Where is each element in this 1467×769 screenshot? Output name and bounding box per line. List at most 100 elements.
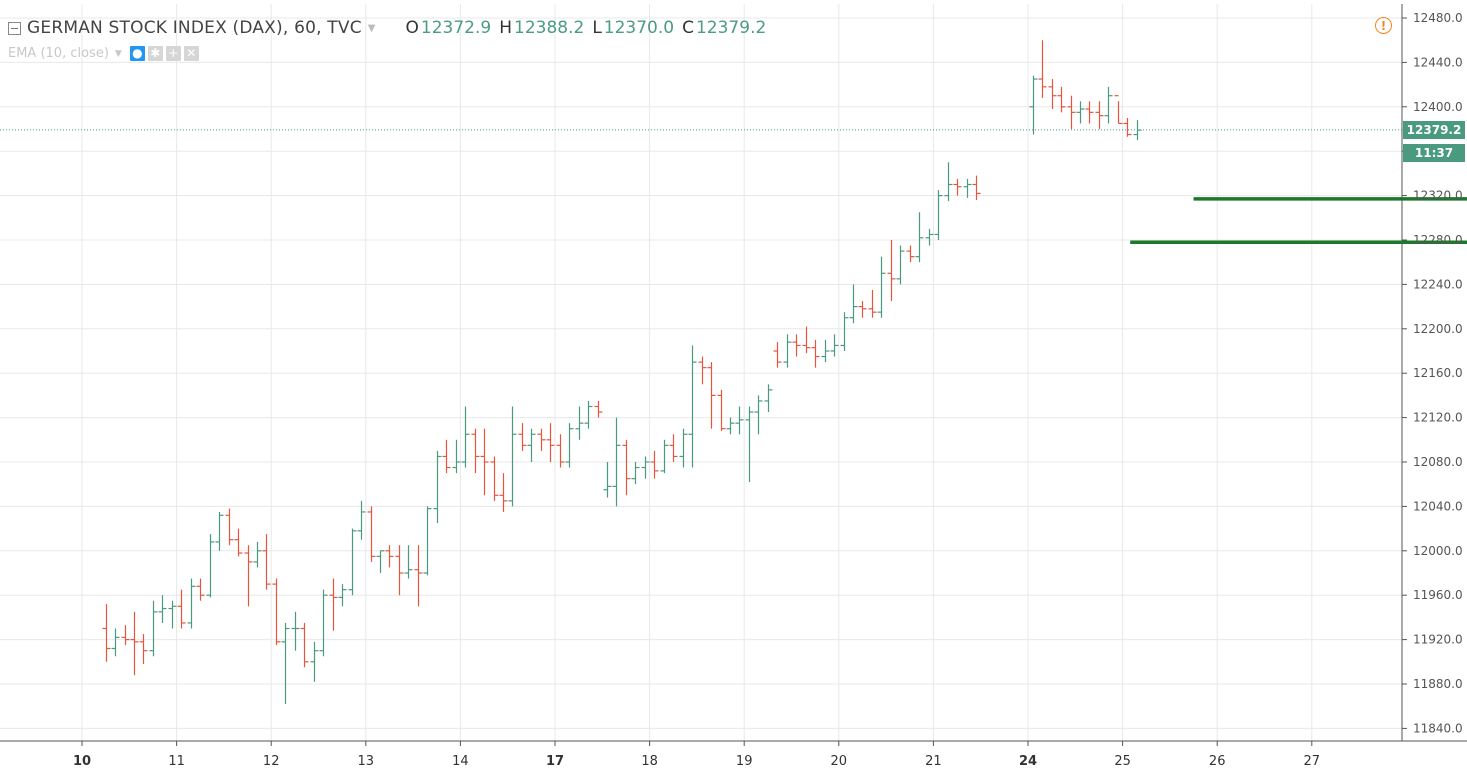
ohlc-bar [385, 545, 394, 568]
ohlc-bar [518, 423, 527, 451]
x-tick-label: 19 [736, 754, 753, 769]
ohlc-bar [688, 345, 697, 468]
ohlc-bar [811, 339, 820, 368]
x-tick-label: 26 [1209, 754, 1226, 769]
x-tick-label: 24 [1019, 754, 1037, 769]
ohlc-bar [187, 578, 196, 629]
x-tick-label: 13 [358, 754, 375, 769]
ohlc-bar [319, 589, 328, 657]
ohlc-bar [953, 178, 962, 196]
ohlc-bar [575, 406, 584, 440]
gear-icon[interactable]: ✱ [147, 46, 163, 61]
ohlc-bar [367, 506, 376, 562]
ohlc-bar [395, 545, 404, 596]
ohlc-bar [641, 456, 650, 479]
low-value: 12370.0 [603, 18, 675, 38]
ohlc-bar [480, 428, 489, 496]
y-tick-label: 12240.0 [1413, 277, 1463, 291]
ohlc-bar [1048, 79, 1057, 110]
last-price-tag: 12379.2 [1403, 121, 1465, 139]
plus-icon[interactable]: + [165, 46, 181, 61]
ohlc-bar [1133, 120, 1142, 141]
x-tick-label: 21 [925, 754, 942, 769]
ohlc-bar [1029, 75, 1038, 135]
ohlc-bar [896, 245, 905, 285]
ohlc-bar [234, 528, 243, 557]
ohlc-bar [490, 456, 499, 501]
ohlc-bar [698, 356, 707, 385]
y-tick-label: 12080.0 [1413, 455, 1463, 469]
symbol-title[interactable]: GERMAN STOCK INDEX (DAX), 60, TVC [27, 18, 362, 38]
ohlc-bar [414, 545, 423, 607]
ohlc-bar [177, 589, 186, 629]
chevron-down-icon[interactable]: ▼ [114, 48, 122, 59]
ohlc-bar [291, 611, 300, 651]
study-legend: EMA (10, close) ▼ ● ✱ + ✕ [8, 46, 202, 61]
collapse-icon[interactable] [8, 21, 21, 35]
ohlc-bar [631, 462, 640, 485]
ohlc-bar [783, 334, 792, 368]
ohlc-bar [300, 622, 309, 668]
ohlc-bar [669, 434, 678, 462]
ohlc-bar [707, 362, 716, 429]
close-value: 12379.2 [695, 18, 767, 38]
ohlc-bar [1114, 95, 1123, 125]
ohlc-bar [348, 528, 357, 596]
ohlc-bar [508, 406, 517, 507]
chevron-down-icon[interactable]: ▼ [367, 22, 376, 34]
ohlc-bar [111, 628, 120, 657]
ohlc-bar [281, 622, 290, 704]
ohlc-bar [849, 284, 858, 324]
y-tick-label: 12160.0 [1413, 366, 1463, 380]
ohlc-bar [1095, 101, 1104, 129]
x-tick-label: 10 [73, 754, 91, 769]
ohlc-bar [433, 450, 442, 524]
open-label: O [405, 18, 419, 38]
ohlc-bar [461, 406, 470, 468]
ohlc-bar [357, 500, 366, 540]
ohlc-bar [1076, 101, 1085, 124]
ohlc-bar [745, 406, 754, 482]
ohlc-bar [650, 450, 659, 479]
ohlc-bar [840, 312, 849, 351]
ohlc-bar [906, 245, 915, 263]
close-label: C [682, 18, 694, 38]
symbol-legend: GERMAN STOCK INDEX (DAX), 60, TVC ▼ O 12… [8, 18, 766, 38]
ohlc-bar [887, 240, 896, 302]
eye-icon[interactable]: ● [129, 46, 145, 61]
y-tick-label: 11960.0 [1413, 588, 1463, 602]
ohlc-bar [168, 600, 177, 629]
ohlc-bar [1067, 95, 1076, 129]
drawings-layer[interactable] [1130, 4, 1467, 244]
x-tick-label: 25 [1114, 754, 1131, 769]
x-tick-label: 14 [452, 754, 469, 769]
x-tick-label: 12 [263, 754, 280, 769]
ohlc-bar [735, 406, 744, 435]
ohlc-bar [868, 289, 877, 318]
warning-icon[interactable]: ! [1375, 17, 1392, 34]
close-icon[interactable]: ✕ [183, 46, 199, 61]
y-tick-label: 12200.0 [1413, 322, 1463, 336]
ohlc-bar [612, 417, 621, 507]
y-tick-label: 12280.0 [1413, 233, 1463, 247]
x-tick-label: 27 [1304, 754, 1321, 769]
y-tick-label: 11880.0 [1413, 677, 1463, 691]
ohlc-bar [537, 428, 546, 451]
high-value: 12388.2 [514, 18, 585, 38]
ohlc-bar [773, 342, 782, 368]
ohlc-bar [963, 178, 972, 198]
ohlc-bar [802, 326, 811, 354]
ohlc-bar [206, 534, 215, 598]
ohlc-bar [338, 584, 347, 607]
ohlc-bar [310, 641, 319, 682]
ohlc-bar [499, 473, 508, 512]
ohlc-bar [660, 439, 669, 474]
ohlc-bar [1038, 40, 1047, 98]
ohlc-bar [934, 190, 943, 240]
study-label[interactable]: EMA (10, close) [8, 46, 109, 61]
ohlc-bar [404, 545, 413, 579]
ohlc-bar [717, 389, 726, 431]
ohlc-bar [622, 439, 631, 496]
ohlc-bar [130, 611, 139, 676]
